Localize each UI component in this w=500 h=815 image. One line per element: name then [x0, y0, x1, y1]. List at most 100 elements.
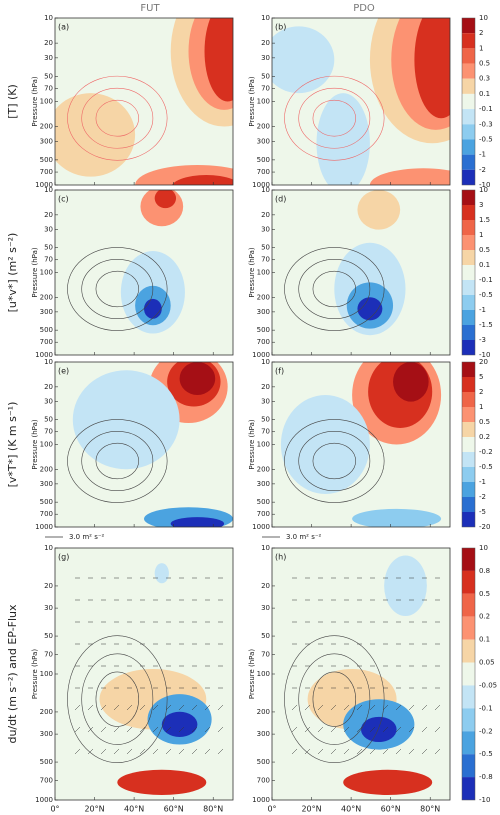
colorbar-tick-label: 0.8 [479, 567, 490, 575]
colorbar-tick-label: -0.5 [479, 463, 493, 471]
y-tick-label: 1000 [35, 523, 53, 531]
ep-flux-arrow [408, 704, 415, 711]
ep-flux-arrow [217, 704, 224, 711]
y-tick-label: 30 [261, 54, 270, 62]
colorbar-swatch [462, 731, 475, 755]
y-tick-label: 50 [261, 416, 270, 424]
ep-flux-arrow [369, 748, 376, 755]
y-tick-label: 100 [40, 269, 53, 277]
ep-flux-arrow [126, 748, 133, 755]
colorbar-swatch [462, 18, 475, 34]
colorbar-swatch [462, 422, 475, 437]
colorbar-tick-label: 1 [479, 231, 483, 239]
y-tick-label: 200 [257, 465, 270, 473]
field-shading [384, 555, 427, 617]
y-tick-label: 10 [44, 186, 53, 194]
contour-line [67, 635, 168, 764]
y-tick-label: 300 [257, 308, 270, 316]
field-shading [316, 93, 370, 185]
ep-flux-arrow [291, 704, 298, 711]
contour-line [95, 442, 139, 480]
panel-letter: (c) [58, 195, 69, 204]
colorbar-tick-label: 2 [479, 388, 483, 396]
panel-field [272, 18, 450, 185]
field-shading [393, 362, 429, 402]
colorbar-tick-label: 1 [479, 44, 483, 52]
y-axis-label: Pressure (hPa) [248, 76, 256, 126]
field-shading [204, 18, 233, 102]
y-tick-label: 200 [40, 465, 53, 473]
y-tick-label: 700 [257, 168, 270, 176]
y-axis-label: Pressure (hPa) [248, 247, 256, 297]
colorbar-swatch [462, 340, 475, 355]
row-label: du/dt (m s⁻²) and EP-Flux [6, 604, 19, 744]
ep-flux-arrow [356, 726, 363, 733]
colorbar-tick-label: -1.5 [479, 321, 493, 329]
field-shading [171, 174, 233, 185]
ep-flux-arrow [356, 748, 363, 755]
panel-field [55, 548, 233, 800]
y-tick-label: 1000 [35, 351, 53, 359]
field-shading [357, 190, 401, 230]
y-tick-label: 1000 [252, 796, 270, 804]
ep-flux-arrow [178, 704, 185, 711]
colorbar-swatch [462, 124, 475, 140]
y-tick-label: 500 [257, 326, 270, 334]
colorbar-swatch [462, 452, 475, 467]
colorbar-tick-label: -1 [479, 151, 486, 159]
colorbar-tick-label: -1 [479, 306, 486, 314]
colorbar-tick-label: 0.2 [479, 433, 490, 441]
contour-line [298, 87, 371, 149]
y-tick-label: 1000 [35, 181, 53, 189]
y-tick-label: 70 [44, 85, 53, 93]
field-shading [361, 716, 397, 743]
contour-line [312, 671, 356, 727]
ep-flux-arrow [317, 726, 324, 733]
ep-flux-arrow [126, 704, 133, 711]
y-axis-label: Pressure (hPa) [31, 649, 39, 699]
colorbar-swatch [462, 362, 475, 377]
y-tick-label: 500 [257, 498, 270, 506]
contour-line [67, 419, 168, 503]
colorbar-frame [461, 361, 476, 528]
colorbar-swatch [462, 235, 475, 250]
colorbar-swatch [462, 616, 475, 640]
colorbar-swatch [462, 777, 475, 800]
field-shading [117, 769, 207, 795]
panel-field [55, 190, 233, 355]
colorbar-tick-label: -0.05 [479, 681, 497, 689]
colorbar-tick-label: -1 [479, 478, 486, 486]
ep-flux-arrow [139, 748, 146, 755]
y-tick-label: 30 [44, 225, 53, 233]
y-tick-label: 500 [40, 498, 53, 506]
y-axis-label: Pressure (hPa) [31, 76, 39, 126]
ep-flux-arrow [395, 704, 402, 711]
colorbar-tick-label: 20 [479, 358, 488, 366]
y-tick-label: 1000 [35, 796, 53, 804]
ep-flux-arrow [343, 704, 350, 711]
y-tick-label: 100 [40, 441, 53, 449]
panel-letter: (h) [275, 553, 286, 562]
y-tick-label: 700 [257, 338, 270, 346]
colorbar-tick-label: 0.5 [479, 590, 490, 598]
ep-flux-arrow [217, 748, 224, 755]
field-shading [343, 769, 433, 795]
y-axis-label: Pressure (hPa) [248, 649, 256, 699]
y-tick-label: 700 [40, 168, 53, 176]
panel-letter: (f) [275, 367, 284, 376]
colorbar-frame [461, 547, 476, 801]
ep-flux-arrow [330, 748, 337, 755]
y-tick-label: 50 [44, 72, 53, 80]
ep-flux-arrow [113, 704, 120, 711]
y-tick-label: 500 [257, 156, 270, 164]
colorbar-frame [461, 189, 476, 356]
ep-flux-arrow [369, 726, 376, 733]
panel-field [272, 190, 450, 355]
colorbar-swatch [462, 325, 475, 340]
colorbar-swatch [462, 250, 475, 265]
colorbar-tick-label: 2 [479, 29, 483, 37]
colorbar-swatch [462, 685, 475, 709]
y-tick-label: 70 [44, 428, 53, 436]
ep-flux-arrow [304, 704, 311, 711]
field-shading [272, 26, 335, 94]
